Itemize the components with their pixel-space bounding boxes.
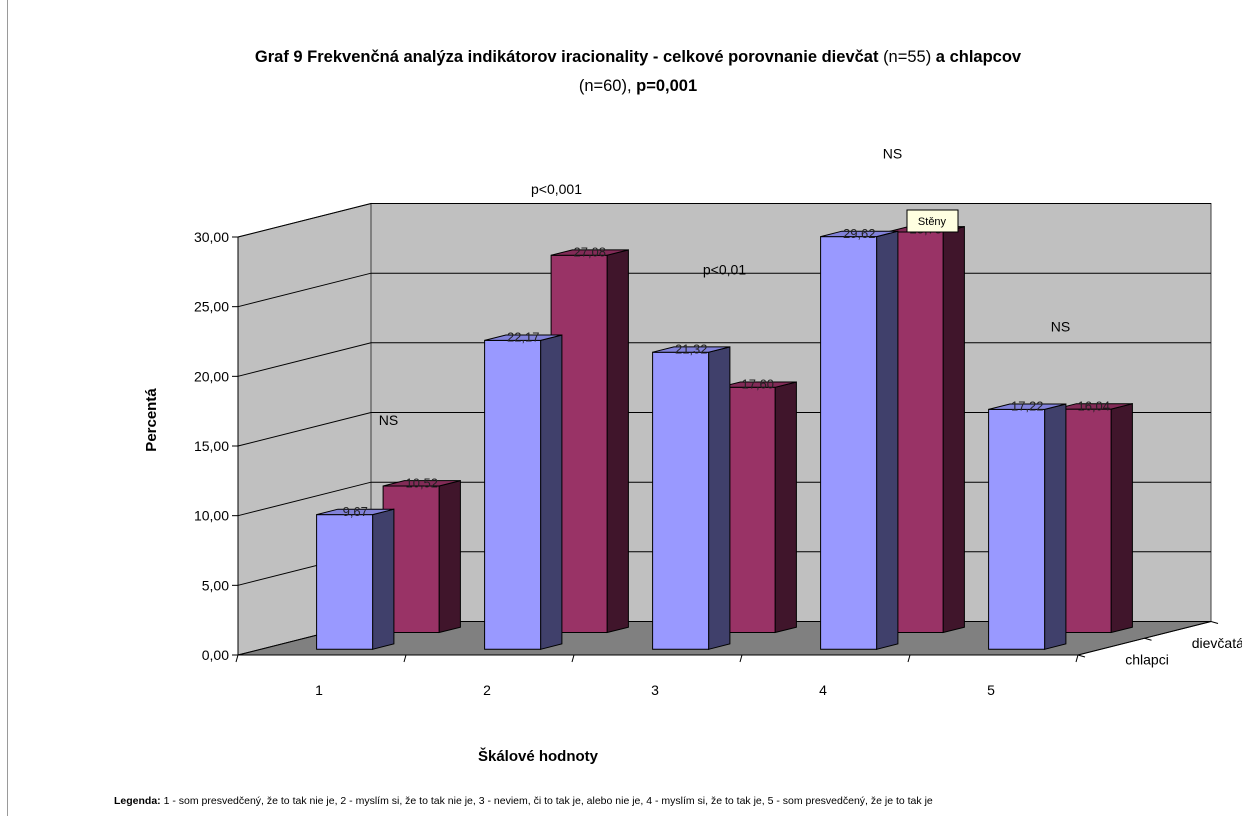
bar-dievčatá-3: [718, 381, 797, 634]
tooltip-text: Stěny: [918, 216, 947, 228]
bar-top: [1054, 403, 1133, 410]
x-tick: [235, 654, 239, 663]
bar-top: [820, 230, 899, 238]
bar-value-label: 17,60: [741, 377, 774, 392]
x-tick: [403, 654, 407, 663]
significance-annotation: p<0,001: [531, 181, 582, 197]
y-tick-label: 0,00: [202, 647, 229, 663]
y-tick-label: 30,00: [194, 229, 229, 245]
bar-side: [1044, 403, 1067, 650]
bar-front: [820, 236, 878, 650]
x-tick-label: 1: [315, 682, 323, 698]
bar-top: [550, 249, 629, 256]
bar-side: [372, 508, 395, 650]
bar-value-label: 16,04: [1077, 398, 1110, 413]
bar-side: [876, 230, 899, 650]
bar-top: [382, 480, 461, 487]
walls-tooltip: Stěny: [906, 209, 959, 233]
bar-chlapci-3: [652, 346, 731, 650]
bar-side: [708, 346, 731, 650]
depth-tick: [1144, 637, 1152, 641]
bar-front: [652, 351, 710, 650]
axes: 0,00 5,00 10,00 15,00 20,00 25,00 30,00 1 2 3 4 5 ch…: [194, 229, 1242, 698]
bar-dievčatá-2: [550, 249, 629, 634]
series-axis-label: dievčatá: [1192, 635, 1242, 651]
bar-value-label: 29,62: [843, 226, 876, 241]
y-tick-label: 10,00: [194, 508, 229, 524]
bar-value-label: 22,17: [507, 330, 540, 345]
bar-dievčatá-1: [382, 479, 461, 634]
bar-chlapci-1: [316, 508, 395, 650]
x-axis-title: Škálové hodnoty: [478, 747, 599, 765]
significance-annotation: NS: [883, 146, 902, 162]
x-tick-label: 2: [483, 682, 491, 698]
bar-front: [484, 339, 542, 650]
series-axis-label: chlapci: [1125, 652, 1169, 668]
title-part: p=0,001: [636, 77, 697, 95]
bar-side: [438, 479, 461, 634]
x-tick: [1075, 654, 1079, 663]
legend-caption: Legenda: 1 - som presvedčený, že to tak …: [114, 795, 933, 807]
bar-dievčatá-4: [886, 225, 965, 634]
chart-title-line1: Graf 9 Frekvenčná analýza indikátorov ir…: [255, 48, 1022, 66]
bar-chlapci-4: [820, 230, 899, 650]
bar-top: [652, 346, 731, 353]
chart-title-line2: (n=60), p=0,001: [579, 77, 697, 95]
depth-tick: [1077, 654, 1086, 658]
y-tick-label: 15,00: [194, 438, 229, 454]
significance-annotation: NS: [1051, 318, 1070, 334]
tooltip-box: [906, 209, 959, 233]
bar-side: [540, 334, 563, 650]
bar-side: [774, 381, 797, 634]
title-part: (n=60),: [579, 77, 636, 95]
frame-border-line: [7, 0, 8, 816]
bar-side: [1110, 403, 1133, 634]
bar-value-label: 21,32: [675, 342, 708, 357]
bars: [316, 225, 1133, 650]
depth-tick: [1210, 621, 1219, 624]
bar-side: [606, 249, 629, 634]
bar-chlapci-2: [484, 334, 563, 650]
significance-annotation: NS: [379, 412, 398, 428]
bar-front: [316, 514, 374, 650]
bar-value-label: 9,67: [343, 504, 368, 519]
bar-front: [988, 408, 1046, 650]
y-tick-label: 5,00: [202, 577, 229, 593]
legend-text: 1 - som presvedčený, že to tak nie je, 2…: [164, 795, 933, 807]
bar-side: [942, 225, 965, 634]
x-tick-label: 4: [819, 682, 827, 698]
bar-top: [484, 334, 563, 341]
gridline: [237, 203, 1211, 238]
x-tick-label: 3: [651, 682, 659, 698]
y-axis-title: Percentá: [143, 388, 160, 452]
legend-title: Legenda:: [114, 795, 161, 807]
y-tick-label: 25,00: [194, 299, 229, 315]
bar-top: [316, 508, 395, 516]
bar-dievčatá-5: [1054, 403, 1133, 634]
title-part: Graf 9 Frekvenčná analýza indikátorov ir…: [255, 48, 883, 66]
title-part: (n=55): [883, 48, 931, 66]
x-tick: [571, 654, 575, 663]
x-tick-label: 5: [987, 682, 995, 698]
bar-value-label: 10,52: [405, 475, 438, 490]
x-tick: [907, 654, 911, 663]
y-tick-label: 20,00: [194, 368, 229, 384]
bar-chlapci-5: [988, 403, 1067, 650]
significance-annotation: p<0,01: [703, 261, 746, 277]
bar-value-label: 17,22: [1011, 399, 1044, 414]
title-part: a chlapcov: [931, 48, 1022, 66]
bar-value-label: 27,08: [573, 245, 606, 260]
x-tick: [739, 654, 743, 663]
bar-top: [988, 403, 1067, 410]
bar-top: [718, 381, 797, 388]
labels: 10,5227,0817,6028,7516,049,6722,1721,322…: [343, 146, 1110, 519]
